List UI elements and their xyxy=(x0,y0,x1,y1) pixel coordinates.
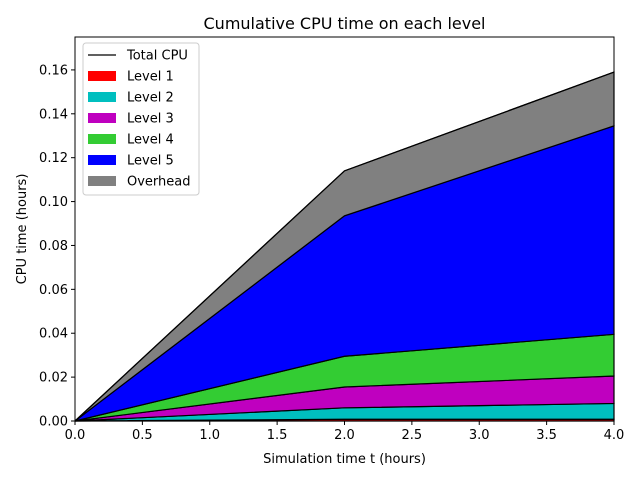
y-tick-label: 0.16 xyxy=(39,63,68,78)
plot-frame xyxy=(74,36,615,422)
legend-swatch xyxy=(88,71,116,81)
legend: Total CPU Level 1 Level 2 Level 3 Level 4 Lev… xyxy=(82,42,200,196)
legend-swatch xyxy=(88,113,116,123)
axis-ticks: 0.0 0.5 1.0 1.5 2.0 2.5 3.0 3.5 4.0 0.00 0.02 0.04 0… xyxy=(39,63,624,443)
x-tick-label: 1.5 xyxy=(267,428,288,443)
x-tick-label: 1.0 xyxy=(199,428,220,443)
y-tick-label: 0.04 xyxy=(39,327,68,342)
x-tick-label: 3.5 xyxy=(536,428,557,443)
legend-label: Level 2 xyxy=(127,91,174,106)
x-tick-label: 2.5 xyxy=(402,428,423,443)
y-tick-label: 0.08 xyxy=(39,239,68,254)
x-tick-label: 0.5 xyxy=(132,428,153,443)
x-axis-label: Simulation time t (hours) xyxy=(263,452,426,467)
legend-label: Level 1 xyxy=(127,70,174,85)
legend-label: Level 5 xyxy=(127,154,174,169)
legend-label: Overhead xyxy=(127,175,191,190)
y-tick-label: 0.12 xyxy=(39,151,68,166)
legend-label: Level 4 xyxy=(127,133,174,148)
legend-label: Level 3 xyxy=(127,112,174,127)
y-tick-label: 0.06 xyxy=(39,283,68,298)
x-tick-label: 3.0 xyxy=(469,428,490,443)
legend-swatch xyxy=(88,92,116,102)
x-tick-label: 2.0 xyxy=(334,428,355,443)
x-tick-label: 0.0 xyxy=(65,428,86,443)
total-cpu-line xyxy=(74,71,615,422)
legend-swatch xyxy=(88,155,116,165)
x-tick-label: 4.0 xyxy=(604,428,625,443)
y-tick-label: 0.10 xyxy=(39,195,68,210)
legend-swatch xyxy=(88,176,116,186)
stacked-areas xyxy=(74,71,615,422)
y-tick-label: 0.00 xyxy=(39,415,68,430)
y-tick-label: 0.14 xyxy=(39,107,68,122)
legend-label: Total CPU xyxy=(126,49,188,64)
y-axis-label: CPU time (hours) xyxy=(15,174,30,285)
chart-title: Cumulative CPU time on each level xyxy=(204,14,486,33)
legend-swatch xyxy=(88,134,116,144)
y-tick-label: 0.02 xyxy=(39,371,68,386)
